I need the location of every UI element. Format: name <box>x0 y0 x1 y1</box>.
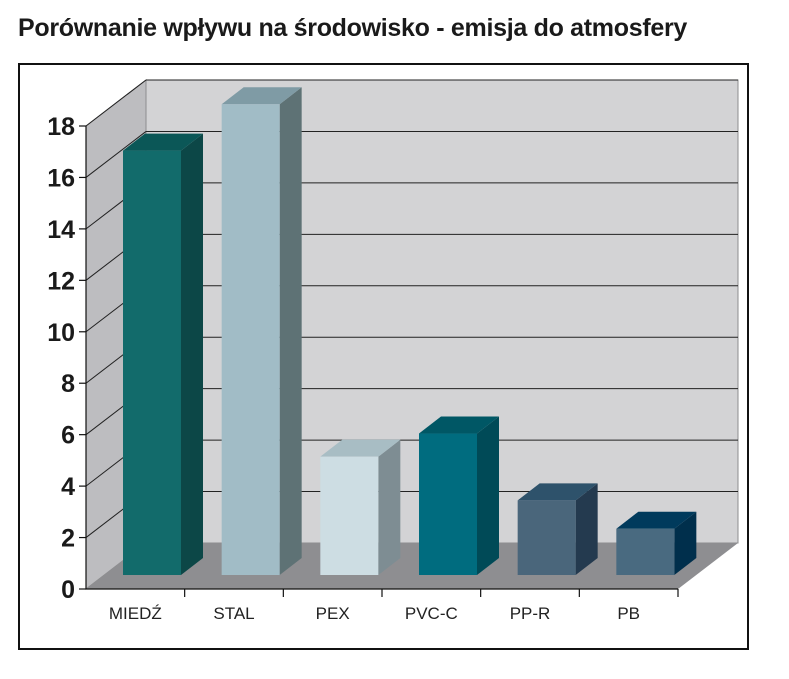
bar <box>419 416 499 575</box>
y-tick-label: 6 <box>61 422 75 450</box>
y-tick-label: 2 <box>61 525 75 553</box>
x-category-label: MIEDŹ <box>109 604 162 623</box>
y-tick-label: 18 <box>47 113 75 141</box>
x-axis: MIEDŹ STAL PEX PVC-C PP-R PB <box>86 588 679 623</box>
bar <box>517 483 598 575</box>
x-category-label: STAL <box>213 604 254 623</box>
x-category-label: PP-R <box>510 604 551 623</box>
y-tick-label: 16 <box>47 164 75 192</box>
bar <box>616 511 697 575</box>
x-category-label: PB <box>617 604 640 623</box>
bar-side <box>279 87 302 576</box>
bar-side <box>477 416 499 575</box>
x-category-label: PVC-C <box>405 604 458 623</box>
bar <box>123 133 203 576</box>
y-tick-label: 8 <box>61 370 75 398</box>
bar-top <box>616 511 697 529</box>
y-axis: 0 2 4 6 8 10 12 14 16 18 <box>47 113 87 604</box>
bar-top <box>517 483 598 501</box>
bar <box>320 439 401 575</box>
gridline-side <box>85 79 147 127</box>
bar-front <box>221 104 280 576</box>
chart-frame <box>18 63 749 650</box>
y-tick-label: 0 <box>61 576 75 604</box>
gridline-side <box>85 131 147 178</box>
bar-side <box>378 439 401 575</box>
bar-side <box>575 483 598 575</box>
bar-top <box>320 439 401 457</box>
y-tick-label: 14 <box>47 216 75 244</box>
y-tick-label: 4 <box>61 473 75 501</box>
bar-front <box>616 528 675 575</box>
bar-front <box>123 150 181 576</box>
bar-front <box>320 456 379 575</box>
bars <box>123 87 697 576</box>
bar-side <box>674 511 697 575</box>
x-category-label: PEX <box>316 604 350 623</box>
bar-top <box>419 416 499 434</box>
bar-front <box>419 433 477 575</box>
chart-title: Porównanie wpływu na środowisko - emisja… <box>18 14 687 42</box>
bar-top <box>123 133 203 151</box>
bar-side <box>181 133 203 576</box>
y-tick-label: 10 <box>47 319 75 347</box>
bar-top <box>221 87 302 105</box>
bar <box>221 87 302 576</box>
y-tick-label: 12 <box>47 267 75 295</box>
bar-front <box>517 500 576 575</box>
